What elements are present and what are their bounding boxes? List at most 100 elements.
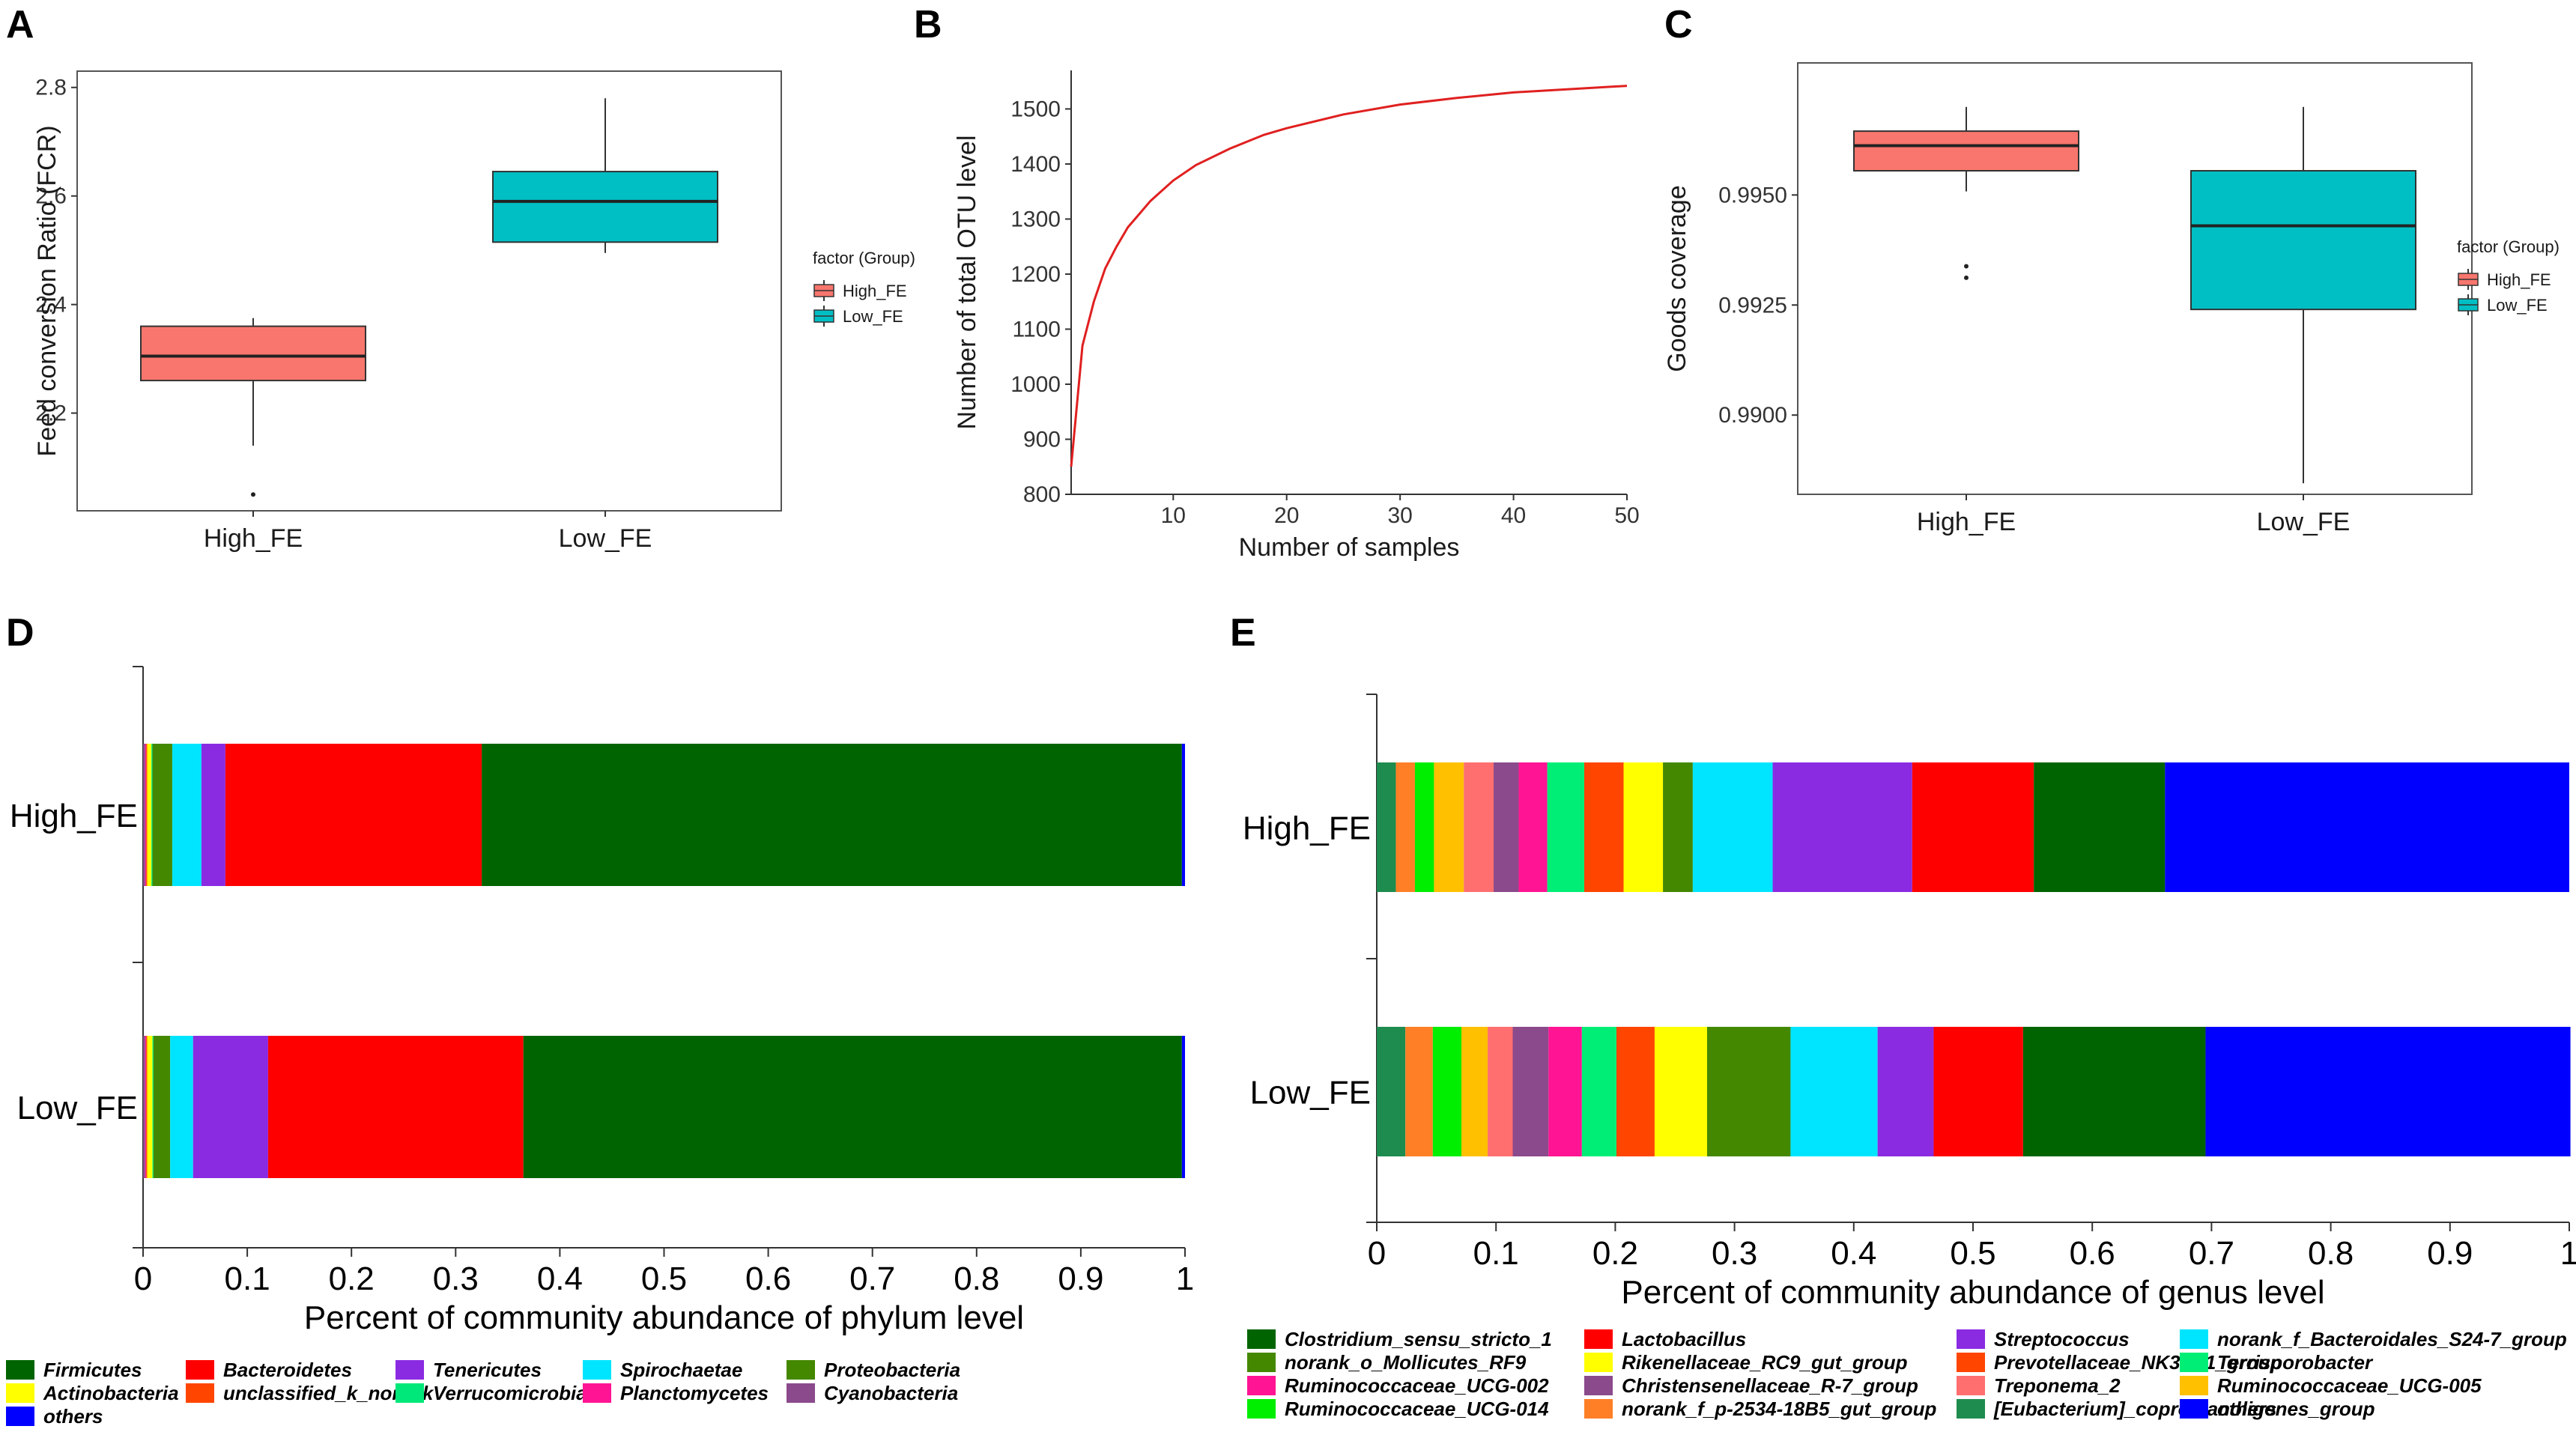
x-tick-label: 0.6 (2070, 1235, 2115, 1272)
legend-swatch-tenericutes (396, 1360, 424, 1380)
bar-high-fe-norank-f-p-2534-18b5-gut-group (1395, 762, 1415, 892)
x-tick-label: 0.2 (329, 1261, 375, 1297)
legend-swatch-ruminococcaceae-ucg-014 (1247, 1399, 1276, 1419)
x-tick-label: High_FE (1917, 508, 2016, 536)
bar-high-fe-rikenellaceae-rc9-gut-group (1623, 762, 1664, 892)
legend-swatch-norank-o-mollicutes-rf9 (1247, 1353, 1276, 1372)
y-tick-label: 0.9900 (1718, 403, 1787, 428)
x-tick-label: 0.3 (1712, 1235, 1757, 1272)
bar-low-fe-spirochaetae (170, 1036, 193, 1178)
box-high-fe (1853, 130, 2079, 172)
legend-label-verrucomicrobia: Verrucomicrobia (433, 1382, 587, 1404)
legend-label-clostridium-sensu-stricto-1: Clostridium_sensu_stricto_1 (1285, 1328, 1552, 1350)
x-tick-label: 0.5 (1950, 1235, 1995, 1272)
bar-high-fe-proteobacteria (152, 744, 172, 886)
legend-swatch-ruminococcaceae-ucg-005 (2180, 1376, 2208, 1395)
x-tick-label: 0.1 (225, 1261, 270, 1297)
category-label-low-fe: Low_FE (17, 1090, 138, 1126)
legend-swatch-others (2180, 1399, 2208, 1419)
bar-high-fe-prevotellaceae-nk3b31-group (1584, 762, 1624, 892)
legend-swatch-planctomycetes (583, 1383, 611, 1403)
legend-label-high-fe: High_FE (843, 282, 907, 300)
bar-high-fe-terrisporobacter (1547, 762, 1585, 892)
legend-swatch-rikenellaceae-rc9-gut-group (1584, 1353, 1613, 1372)
legend-swatch-prevotellaceae-nk3b31-group (1957, 1353, 1985, 1372)
legend-label-terrisporobacter: Terrisporobacter (2217, 1351, 2374, 1374)
bar-high-fe-cyanobacteria (143, 744, 145, 886)
bar-low-fe-norank-o-mollicutes-rf9 (1706, 1027, 1791, 1156)
bar-low-fe-unclassified-k-norank (146, 1036, 148, 1178)
bar-low-fe-terrisporobacter (1581, 1027, 1616, 1156)
box-high-fe-outlier (1964, 264, 1969, 269)
y-axis-title: Goods coverage (1663, 185, 1691, 372)
legend-label-lactobacillus: Lactobacillus (1622, 1328, 1746, 1350)
panel-d-phylum-bar-chart: 0 0.1 0.2 0.3 0.4 0.5 0.6 0.7 0.8 0.9 1 Percent of … (6, 666, 1194, 1428)
legend-label-prevotellaceae-nk3b31-group: Prevotellaceae_NK3B31_group (1994, 1351, 2282, 1374)
legend-swatch-ruminococcaceae-ucg-002 (1247, 1376, 1276, 1395)
bar-high-fe-actinobacteria (147, 744, 152, 886)
bar-low-fe-others (1181, 1036, 1185, 1178)
y-axis-title: Number of total OTU level (953, 135, 981, 429)
y-tick-label: 1200 (1010, 262, 1061, 287)
legend-swatch-norank-f-p-2534-18b5-gut-group (1584, 1399, 1613, 1419)
bar-high-fe-eubacterium-coprostanoligenes-group (1377, 762, 1396, 892)
bar-low-fe-firmicutes (523, 1036, 1182, 1178)
panel-e-genus-bar-chart: 0 0.1 0.2 0.3 0.4 0.5 0.6 0.7 0.8 0.9 1 Percent of … (1243, 694, 2576, 1420)
y-tick-label: 2.6 (35, 184, 67, 209)
box-high-fe (140, 325, 366, 382)
panel-a-box-plot: 2.2 2.4 2.6 2.8 High_FE Low_FE Feed conversion… (33, 70, 915, 553)
bar-low-fe-ruminococcaceae-ucg-005 (1461, 1027, 1488, 1156)
bar-high-fe-unclassified-k-norank (146, 744, 148, 886)
bar-low-fe-tenericutes (193, 1036, 268, 1178)
bar-high-fe-norank-o-mollicutes-rf9 (1663, 762, 1693, 892)
legend-swatch-actinobacteria (6, 1383, 34, 1403)
bar-low-fe-verrucomicrobia (152, 1036, 154, 1178)
x-tick-label: High_FE (204, 524, 303, 553)
x-tick-label: 0.4 (537, 1261, 583, 1297)
legend-label-low-fe: Low_FE (843, 307, 903, 326)
legend-label-norank-f-bacteroidales-s24-7-group: norank_f_Bacteroidales_S24-7_group (2217, 1328, 2567, 1350)
legend-label-christensenellaceae-r-7-group: Christensenellaceae_R-7_group (1622, 1374, 1918, 1397)
legend-swatch-treponema-2 (1957, 1376, 1985, 1395)
bar-low-fe-planctomycetes (145, 1036, 147, 1178)
legend-swatch-christensenellaceae-r-7-group (1584, 1376, 1613, 1395)
x-tick-label: 0.2 (1592, 1235, 1638, 1272)
rarefaction-line (1070, 85, 1628, 467)
y-tick-label: 1000 (1010, 372, 1061, 397)
legend-label-low-fe: Low_FE (2487, 296, 2548, 315)
x-tick-label: Low_FE (559, 524, 652, 553)
bar-low-fe-bacteroidetes (267, 1036, 524, 1178)
legend-label-spirochaetae: Spirochaetae (620, 1359, 742, 1381)
bar-high-fe-lactobacillus (1912, 762, 2034, 892)
bar-high-fe-spirochaetae (172, 744, 201, 886)
legend-swatch-cyanobacteria (787, 1383, 815, 1403)
x-tick-label: 40 (1501, 503, 1526, 528)
x-tick-label: 0.6 (745, 1261, 791, 1297)
x-tick-label: 0 (1368, 1235, 1386, 1272)
bar-low-fe-treponema-2 (1488, 1027, 1513, 1156)
bar-low-fe-cyanobacteria (143, 1036, 145, 1178)
bar-high-fe-verrucomicrobia (151, 744, 153, 886)
legend-label-ruminococcaceae-ucg-005: Ruminococcaceae_UCG-005 (2217, 1374, 2482, 1397)
x-axis-title: Percent of community abundance of phylum… (304, 1299, 1024, 1336)
bar-low-fe-ruminococcaceae-ucg-014 (1432, 1027, 1462, 1156)
x-tick-label: 20 (1274, 503, 1299, 528)
x-tick-label: 10 (1161, 503, 1186, 528)
legend-label-treponema-2: Treponema_2 (1994, 1374, 2121, 1397)
panel-c-box-plot: 0.9900 0.9925 0.9950 High_FE Low_FE Goods cov… (1663, 62, 2560, 536)
box-high-fe-outlier (1964, 275, 1969, 280)
y-tick-label: 1100 (1012, 317, 1061, 342)
bar-high-fe-treponema-2 (1464, 762, 1494, 892)
y-tick-label: 1500 (1010, 97, 1061, 121)
bar-low-fe-christensenellaceae-r-7-group (1512, 1027, 1549, 1156)
x-tick-label: 0.8 (954, 1261, 999, 1297)
y-axis-title: Feed conversion Ratio (FCR) (33, 125, 61, 456)
bar-low-fe-rikenellaceae-rc9-gut-group (1654, 1027, 1707, 1156)
panel-a-letter: A (6, 3, 34, 46)
bar-high-fe-ruminococcaceae-ucg-002 (1518, 762, 1548, 892)
y-tick-label: 1400 (1010, 152, 1061, 177)
bar-low-fe-clostridium-sensu-stricto-1 (2022, 1027, 2206, 1156)
legend-label-others: others (2217, 1398, 2276, 1420)
x-axis-title: Number of samples (1239, 533, 1460, 562)
x-tick-label: 0.9 (1058, 1261, 1103, 1297)
